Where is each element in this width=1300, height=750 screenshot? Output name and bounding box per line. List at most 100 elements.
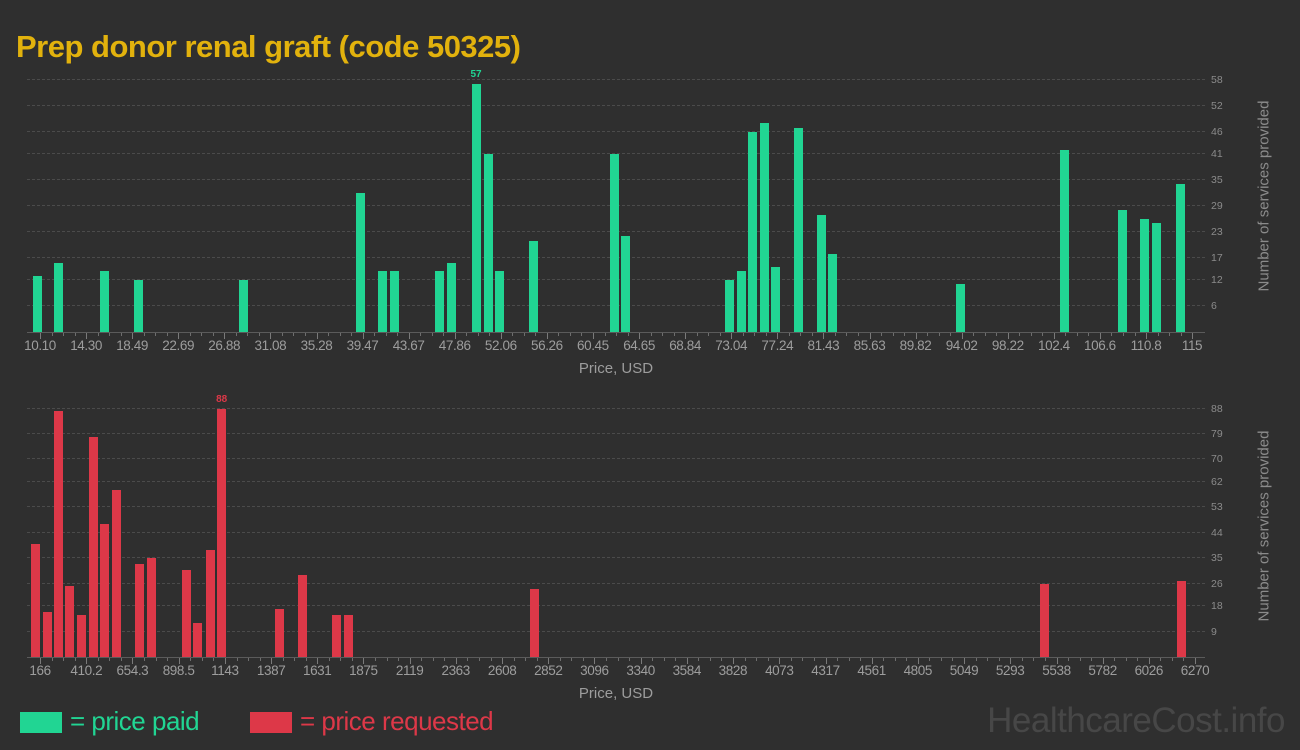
x-tick-minor	[1033, 658, 1035, 661]
x-tick-minor	[742, 333, 744, 336]
x-tick-minor	[386, 658, 388, 661]
x-tick-label: 68.84	[669, 338, 701, 353]
site-watermark: HealthcareCost.info	[987, 701, 1285, 740]
y-tick-label: 79	[1211, 428, 1223, 440]
x-tick-minor	[513, 658, 515, 661]
x-tick-major	[732, 658, 734, 664]
x-tick-minor	[120, 658, 122, 661]
x-tick-minor	[339, 333, 341, 336]
histogram-bar	[298, 575, 307, 657]
histogram-bar	[494, 271, 504, 332]
x-tick-major	[917, 658, 919, 664]
x-tick-major	[132, 333, 134, 339]
x-tick-label: 26.88	[208, 338, 241, 353]
x-tick-major	[1099, 333, 1101, 339]
x-tick-major	[500, 333, 502, 339]
x-tick-label: 2119	[395, 663, 424, 678]
x-tick-minor	[535, 333, 537, 336]
x-tick-minor	[190, 658, 192, 661]
x-tick-major	[455, 658, 457, 664]
histogram-bar	[1039, 583, 1049, 657]
x-tick-label: 60.45	[576, 338, 609, 353]
x-tick-label: 89.82	[899, 338, 932, 353]
histogram-bar	[100, 271, 110, 332]
x-tick-major	[961, 333, 963, 339]
x-tick-major	[1007, 333, 1009, 339]
histogram-bar	[748, 132, 758, 332]
x-tick-minor	[1030, 333, 1032, 336]
x-tick-minor	[837, 658, 838, 661]
x-tick-minor	[756, 658, 758, 661]
requested-x-axis-title: Price, USD	[578, 685, 654, 702]
x-tick-label: 47.86	[438, 338, 471, 353]
requested-histogram-plot: 88	[27, 394, 1205, 664]
x-tick-minor	[489, 333, 491, 336]
x-tick-minor	[802, 658, 804, 661]
x-tick-minor	[616, 333, 617, 336]
x-tick-minor	[305, 333, 306, 336]
x-tick-minor	[351, 333, 352, 336]
x-tick-minor	[525, 658, 527, 661]
y-tick-label: 9	[1211, 625, 1217, 638]
x-tick-minor	[1160, 658, 1162, 661]
legend-paid-swatch	[20, 712, 62, 733]
histogram-bar	[1175, 184, 1185, 332]
x-tick-minor	[201, 333, 203, 336]
x-tick-label: 654.3	[116, 663, 149, 678]
x-tick-minor	[374, 333, 376, 336]
x-tick-major	[86, 333, 88, 339]
x-tick-minor	[857, 333, 859, 336]
x-tick-minor	[120, 333, 122, 336]
legend-paid-label: = price paid	[70, 706, 200, 736]
gridline	[27, 131, 1205, 133]
x-tick-label: 106.6	[1083, 338, 1116, 353]
x-tick-minor	[74, 333, 76, 336]
histogram-bar	[529, 589, 539, 657]
x-tick-label: 77.24	[761, 338, 794, 353]
x-tick-label: 4561	[857, 663, 886, 678]
x-tick-major	[1056, 658, 1058, 664]
histogram-bar	[1152, 223, 1162, 332]
x-tick-major	[1146, 333, 1147, 339]
x-tick-minor	[709, 658, 711, 661]
x-tick-minor	[385, 333, 387, 336]
x-tick-label: 4317	[811, 663, 840, 678]
gridline	[27, 458, 1205, 460]
x-tick-major	[224, 658, 226, 664]
x-tick-minor	[375, 658, 376, 661]
x-tick-major	[271, 658, 273, 664]
x-tick-label: 5293	[995, 663, 1025, 678]
x-tick-major	[779, 658, 781, 664]
x-tick-label: 110.8	[1130, 338, 1162, 353]
x-tick-label: 4805	[903, 663, 933, 678]
x-tick-minor	[63, 333, 64, 336]
x-tick-minor	[340, 658, 342, 661]
gridline	[27, 105, 1205, 107]
x-tick-label: 1387	[256, 663, 286, 678]
x-tick-major	[823, 333, 825, 339]
histogram-bar	[53, 411, 63, 657]
x-tick-minor	[328, 658, 330, 661]
x-tick-label: 56.26	[530, 338, 563, 353]
x-tick-minor	[259, 658, 261, 661]
histogram-bar	[146, 558, 156, 657]
x-tick-minor	[652, 658, 654, 661]
histogram-bar	[794, 127, 804, 332]
x-tick-minor	[536, 658, 538, 661]
x-tick-major	[1195, 658, 1196, 664]
x-tick-minor	[1169, 333, 1170, 336]
histogram-bar	[134, 563, 144, 657]
x-tick-minor	[834, 333, 836, 336]
x-tick-label: 10.10	[24, 338, 56, 353]
x-tick-major	[178, 333, 180, 339]
y-tick-label: 29	[1211, 200, 1223, 212]
gridline	[27, 582, 1205, 584]
gridline	[27, 605, 1205, 607]
x-tick-minor	[1076, 333, 1078, 336]
x-tick-major	[363, 658, 365, 664]
x-tick-minor	[97, 333, 99, 336]
x-tick-minor	[281, 333, 283, 336]
x-tick-minor	[813, 658, 815, 661]
x-tick-label: 5538	[1042, 663, 1071, 678]
x-tick-minor	[1021, 658, 1023, 661]
